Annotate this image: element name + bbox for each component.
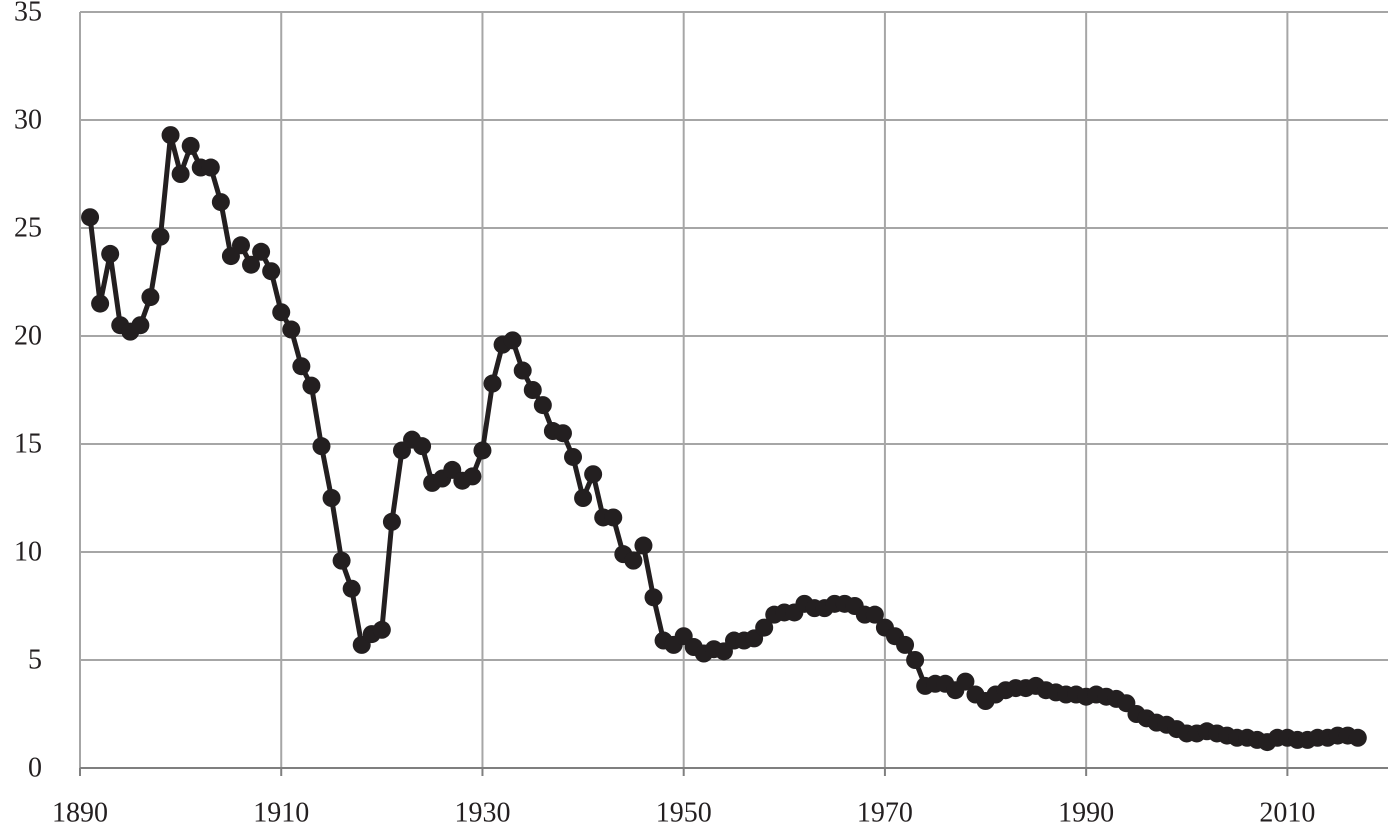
marker (151, 227, 170, 246)
x-tick-label: 1990 (1058, 797, 1114, 828)
marker (91, 294, 110, 313)
marker (372, 620, 391, 639)
marker (413, 437, 432, 456)
y-tick-label: 15 (14, 428, 42, 459)
marker (906, 651, 925, 669)
x-tick-label: 1910 (253, 797, 309, 828)
marker (574, 489, 593, 507)
marker (211, 193, 230, 212)
x-tick-label: 1950 (656, 797, 712, 828)
marker (584, 465, 603, 484)
marker (634, 536, 653, 555)
marker (564, 447, 583, 466)
marker (322, 489, 341, 507)
marker (342, 579, 361, 598)
y-tick-label: 30 (14, 104, 42, 135)
marker (131, 316, 150, 335)
marker (382, 512, 401, 531)
marker (553, 424, 572, 443)
marker (282, 320, 301, 339)
marker (523, 381, 542, 399)
marker (463, 467, 482, 486)
marker (242, 255, 261, 274)
marker (201, 158, 220, 177)
marker (865, 605, 884, 624)
y-tick-label: 0 (28, 752, 42, 783)
y-tick-label: 5 (28, 644, 42, 675)
marker (81, 208, 100, 227)
marker (181, 136, 200, 155)
x-tick-label: 1890 (52, 797, 108, 828)
y-tick-label: 20 (14, 320, 42, 351)
marker (533, 396, 552, 415)
marker (332, 551, 351, 570)
marker (302, 376, 321, 395)
marker (231, 236, 250, 255)
marker (292, 357, 311, 376)
marker (956, 672, 975, 691)
marker (161, 126, 180, 145)
marker (896, 635, 915, 654)
marker (272, 303, 291, 322)
marker (483, 374, 502, 393)
marker (473, 441, 492, 460)
y-tick-label: 35 (14, 0, 42, 27)
marker (252, 242, 271, 261)
marker (101, 244, 120, 263)
x-tick-label: 2010 (1259, 797, 1315, 828)
marker (755, 618, 774, 637)
marker (624, 551, 643, 570)
x-tick-label: 1970 (857, 797, 913, 828)
marker (604, 508, 623, 527)
marker (262, 262, 281, 281)
x-tick-label: 1930 (454, 797, 510, 828)
marker (644, 588, 663, 607)
marker (513, 361, 532, 380)
y-tick-label: 10 (14, 536, 42, 567)
marker (171, 165, 190, 183)
marker (503, 331, 522, 350)
marker (141, 288, 160, 307)
marker (312, 437, 331, 456)
y-tick-label: 25 (14, 212, 42, 243)
marker (1348, 728, 1367, 747)
